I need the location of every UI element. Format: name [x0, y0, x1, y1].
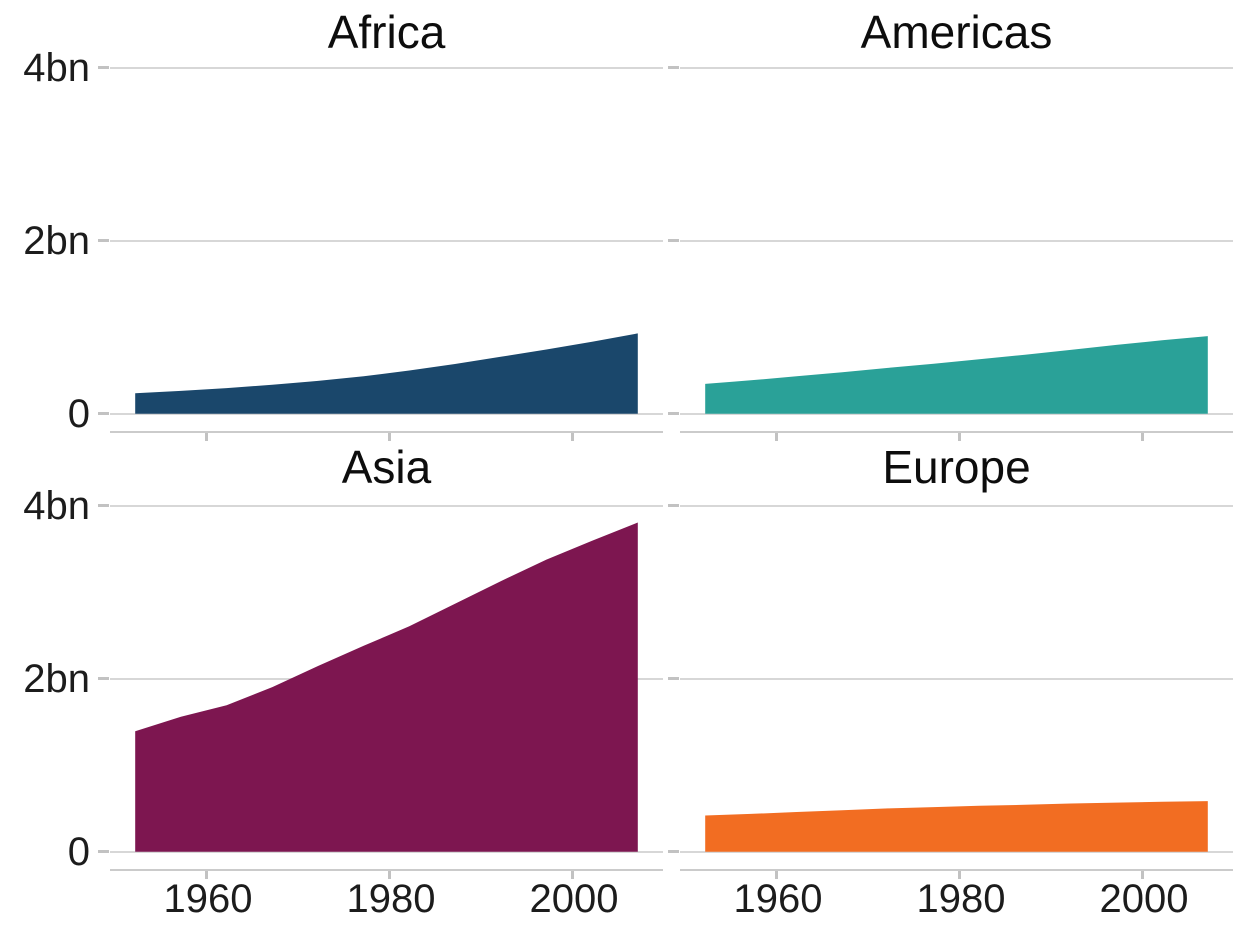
gridline-2bn: [110, 239, 663, 242]
x-axis-americas: [680, 430, 1233, 443]
y-axis-label-2bn-row2: 2bn: [23, 657, 90, 701]
panel-europe: [668, 489, 1233, 869]
x-tick-2000: [571, 433, 574, 442]
x-axis-label-1960-left: 1960: [163, 877, 253, 921]
x-axis-label-1960-right: 1960: [733, 877, 823, 921]
y-tick: [668, 239, 679, 242]
y-tick: [98, 239, 109, 242]
x-tick-2000: [1141, 433, 1144, 442]
facet-title-europe: Europe: [882, 441, 1031, 493]
y-tick: [668, 66, 679, 69]
x-tick-1960: [205, 871, 208, 880]
y-axis-label-4bn-row1: 4bn: [23, 46, 90, 90]
y-tick: [98, 677, 109, 680]
area-asia: [135, 522, 638, 852]
area-africa: [135, 333, 638, 414]
x-axis-line: [110, 868, 663, 872]
gridline-2bn: [680, 677, 1233, 680]
gridline-4bn: [680, 504, 1233, 507]
x-tick-1980: [958, 871, 961, 880]
x-axis-line: [110, 430, 663, 434]
facet-title-americas: Americas: [860, 6, 1053, 58]
y-tick: [98, 66, 109, 69]
y-tick: [668, 850, 679, 853]
y-tick: [98, 504, 109, 507]
facet-title-africa: Africa: [327, 6, 446, 58]
area-americas: [705, 336, 1208, 414]
x-axis-africa: [110, 430, 663, 443]
y-axis-label-0-row2: 0: [67, 830, 90, 874]
x-tick-1960: [205, 433, 208, 442]
panel-americas: [668, 51, 1233, 431]
y-tick: [668, 412, 679, 415]
x-axis-label-2000-left: 2000: [529, 877, 619, 921]
x-axis-label-2000-right: 2000: [1099, 877, 1189, 921]
x-axis-label-1980-left: 1980: [346, 877, 436, 921]
y-tick: [668, 677, 679, 680]
y-axis-label-2bn-row1: 2bn: [23, 219, 90, 263]
area-europe: [705, 801, 1208, 852]
y-tick: [668, 504, 679, 507]
x-axis-asia: [110, 868, 663, 881]
facet-title-asia: Asia: [341, 441, 432, 493]
x-tick-1960: [775, 433, 778, 442]
gridline-2bn: [680, 239, 1233, 242]
x-axis-label-1980-right: 1980: [916, 877, 1006, 921]
y-tick: [98, 412, 109, 415]
x-axis-line: [680, 430, 1233, 434]
x-axis-line: [680, 868, 1233, 872]
x-tick-2000: [1141, 871, 1144, 880]
x-tick-1980: [388, 433, 391, 442]
panel-africa: [98, 51, 663, 431]
y-axis-label-4bn-row2: 4bn: [23, 484, 90, 528]
x-tick-2000: [571, 871, 574, 880]
gridline-4bn: [680, 66, 1233, 69]
y-tick: [98, 850, 109, 853]
x-axis-europe: [680, 868, 1233, 881]
x-tick-1980: [388, 871, 391, 880]
x-tick-1960: [775, 871, 778, 880]
y-axis-label-0-row1: 0: [67, 392, 90, 436]
panel-asia: [98, 489, 663, 869]
gridline-4bn: [110, 504, 663, 507]
x-tick-1980: [958, 433, 961, 442]
gridline-4bn: [110, 66, 663, 69]
